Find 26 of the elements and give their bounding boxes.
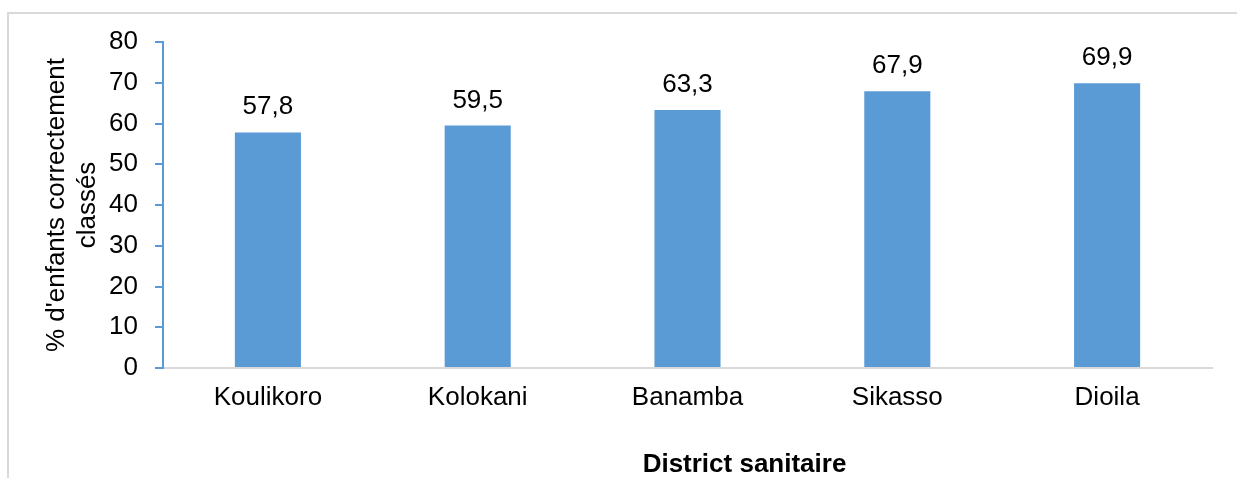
data-label: 69,9 — [1081, 41, 1133, 72]
y-tick-label: 20 — [109, 269, 138, 300]
data-label: 57,8 — [242, 90, 294, 121]
y-tick-label: 80 — [109, 25, 138, 56]
y-tick-label: 30 — [109, 228, 138, 259]
y-axis-title: % d'enfants correctement classés — [39, 57, 101, 352]
bar — [234, 132, 301, 367]
y-tick-label: 0 — [123, 351, 138, 382]
y-tick-label: 10 — [109, 310, 138, 341]
x-axis-title: District sanitaire — [642, 448, 847, 478]
data-label: 59,5 — [452, 83, 503, 114]
x-tick-label: Koulikoro — [213, 380, 323, 411]
bar — [444, 125, 511, 367]
y-tick-label: 60 — [109, 106, 138, 137]
x-tick-label: Sikasso — [851, 380, 943, 411]
bar — [654, 110, 721, 367]
y-tick-label: 50 — [109, 147, 138, 178]
y-tick-label: 40 — [109, 188, 138, 219]
x-tick-label: Banamba — [631, 380, 744, 411]
y-tick-label: 70 — [109, 65, 138, 96]
bar — [1074, 83, 1141, 367]
data-label: 63,3 — [662, 68, 713, 99]
data-label: 67,9 — [872, 49, 923, 80]
x-tick-label: Kolokani — [427, 380, 528, 411]
bar — [864, 91, 931, 367]
x-tick-label: Dioila — [1074, 380, 1141, 411]
